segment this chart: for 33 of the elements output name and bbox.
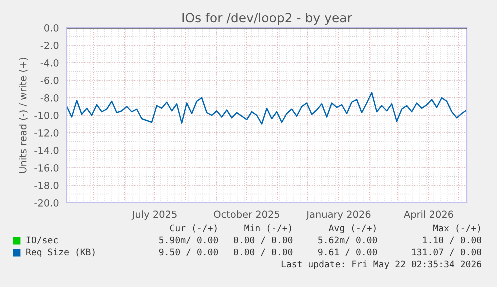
x-tick-label: July 2025 bbox=[132, 210, 177, 220]
text: 0.00 / 0.00 bbox=[234, 236, 293, 244]
y-tick-label: -6.0 bbox=[40, 76, 59, 84]
text: Min (-/+) bbox=[244, 224, 292, 233]
text: 9.50 / 0.00 bbox=[159, 248, 218, 256]
x-tick-label: October 2025 bbox=[214, 210, 280, 218]
y-tick-label: -10.0 bbox=[34, 112, 59, 120]
text: 0.00 / 0.00 bbox=[234, 248, 293, 256]
y-tick-label: -20.0 bbox=[34, 199, 59, 207]
y-tick-label: -12.0 bbox=[34, 129, 59, 137]
y-tick-label: 0.0 bbox=[44, 24, 59, 32]
line-series bbox=[67, 92, 467, 125]
chart-title: IOs for /dev/loop2 - by year bbox=[182, 12, 352, 26]
text: 5.90m/ 0.00 bbox=[160, 236, 218, 244]
y-tick-label: -16.0 bbox=[34, 164, 59, 172]
y-tick-label: -4.0 bbox=[40, 59, 59, 67]
y-tick-label: -14.0 bbox=[34, 146, 59, 154]
text: 5.62m/ 0.00 bbox=[318, 236, 378, 244]
text: Cur (-/+) bbox=[170, 224, 217, 233]
text: 131.07 / 0.00 bbox=[412, 248, 482, 256]
text: Max (-/+) bbox=[434, 224, 480, 233]
y-tick-label: -2.0 bbox=[40, 42, 59, 50]
y-tick-label: -8.0 bbox=[40, 94, 59, 102]
text: Last update: Fri May 22 02:35:34 2026 bbox=[282, 260, 482, 270]
y-tick-label: -18.0 bbox=[34, 182, 59, 190]
legend-label: Req Size (KB) bbox=[26, 248, 95, 258]
legend-label: IO/sec bbox=[26, 236, 58, 244]
x-tick-label: January 2026 bbox=[306, 210, 371, 220]
x-tick-label: April 2026 bbox=[404, 210, 454, 220]
text: 9.61 / 0.00 bbox=[318, 248, 378, 256]
text: 1.10 / 0.00 bbox=[423, 236, 482, 244]
y-axis-title: Units read (-) / write (+) bbox=[19, 58, 28, 174]
text: Avg (-/+) bbox=[328, 224, 376, 234]
